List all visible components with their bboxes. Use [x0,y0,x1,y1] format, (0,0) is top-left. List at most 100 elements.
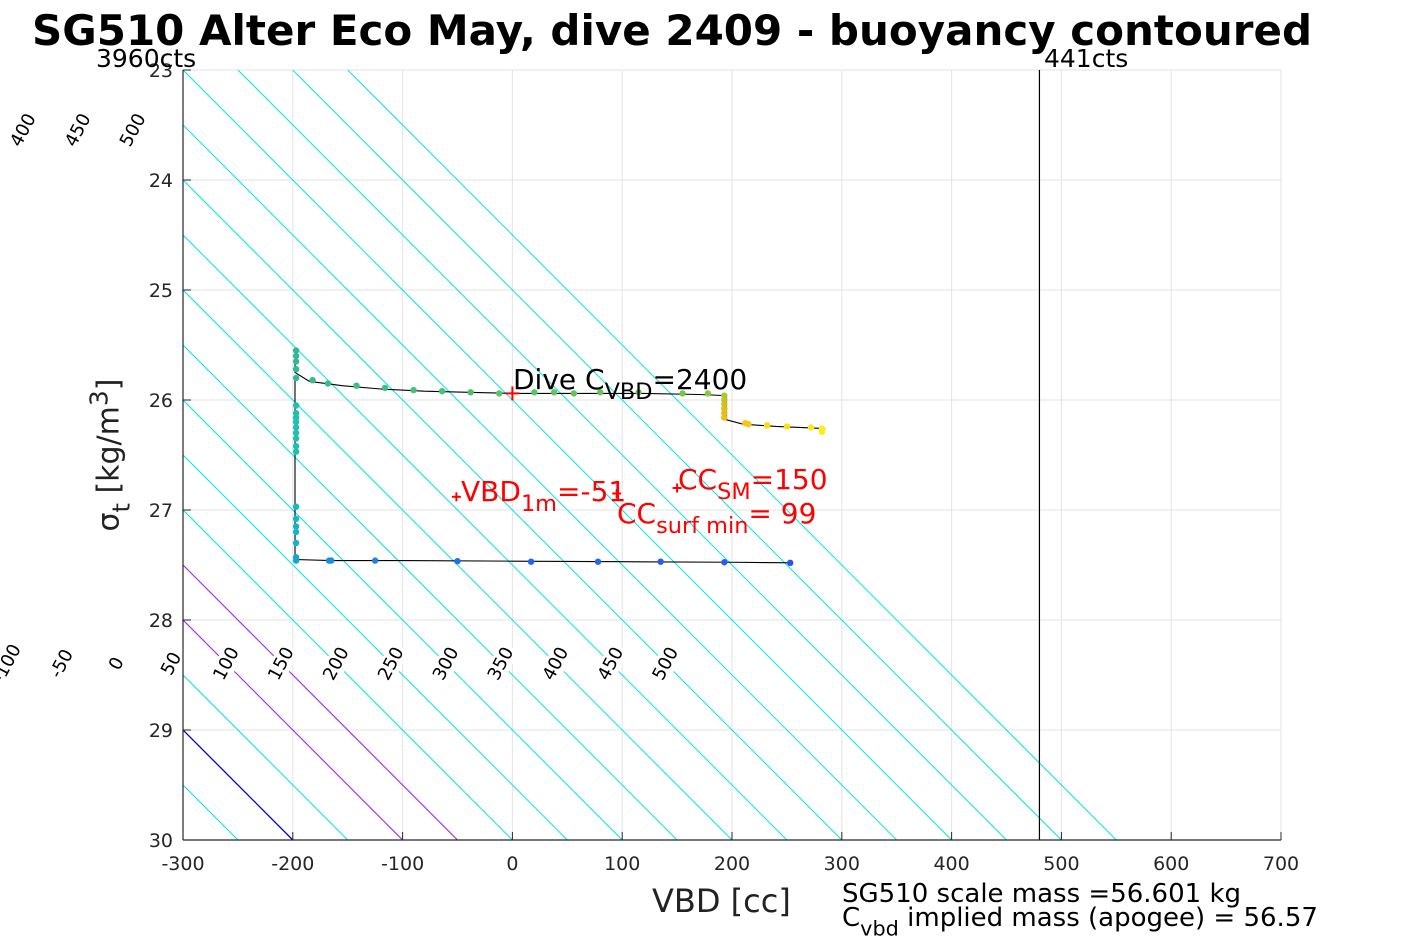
cc-sm-label: CCSM=150 [678,463,828,506]
red-marker [451,492,461,502]
data-point [292,352,300,360]
x-tick-label: 300 [824,853,860,875]
contour-line [347,70,1117,840]
data-point [292,557,300,564]
data-point [721,414,728,421]
chart-axes: -300 -200 -100 0 100 200 300 400 500 600 700 23 24 25… [149,60,1299,875]
red-marker [672,483,682,493]
header-left-counts: 3960cts [96,44,197,73]
data-point [818,428,826,436]
data-point [292,410,300,417]
contour-label-bg [208,641,245,686]
contour-line [183,564,458,840]
data-point [324,380,332,387]
contour-line [183,344,678,840]
contour-label-bg [5,108,42,153]
data-point [745,421,752,428]
contour-label-bg [44,644,79,684]
data-point [292,358,300,365]
x-tick-label: -300 [161,853,204,875]
data-point [292,347,300,354]
contour-label-bg [114,108,152,153]
data-point [531,389,538,396]
contour-line [183,674,349,840]
x-tick-label: -200 [271,853,314,875]
data-point [292,418,300,426]
contour-label-bg [59,108,97,153]
data-point [763,422,771,429]
data-point [704,390,712,397]
data-point [371,557,379,564]
red-marker [612,489,622,498]
contour-line [183,234,788,840]
data-point [807,424,815,431]
x-tick-label: 100 [604,853,640,875]
data-point [635,389,642,396]
contour-line [0,70,18,840]
x-tick-label: -100 [381,853,424,875]
dive-cvbd-label: Dive CVBD=2400 [513,363,748,406]
y-tick-label: 27 [149,500,173,522]
contour-line [183,70,952,840]
data-point [594,558,602,565]
scale-mass-note: SG510 scale mass =56.601 kg [842,879,1242,909]
contour-label-bg [263,641,300,686]
data-point [309,377,316,384]
data-point [721,405,728,412]
data-point [496,390,503,397]
data-point [292,523,300,530]
data-point [292,448,300,455]
data-point [292,414,300,421]
y-tick-label: 25 [149,280,173,302]
buoyancy-contours [0,70,1117,840]
y-tick-label: 24 [149,170,173,192]
data-point [292,402,300,409]
data-point [597,389,604,396]
x-axis-label: VBD [cc] [652,882,791,920]
contour-label-bg [372,641,410,686]
data-point [721,392,728,399]
data-point [721,396,728,404]
data-point [292,429,300,437]
header-right-counts: 441cts [1044,44,1129,73]
data-point [438,388,446,395]
data-point [292,528,300,536]
implied-mass-note: Cvbd implied mass (apogee) = 56.57 [842,903,1318,941]
y-tick-label: 30 [149,830,173,852]
y-tick-label: 29 [149,720,173,742]
contour-line [183,619,403,840]
data-point [721,401,728,408]
data-point [550,389,558,396]
data-point [679,390,686,397]
x-tick-label: 400 [933,853,969,875]
data-point [292,443,300,450]
cc-surf-min-label: CCsurf min= 99 [617,497,817,540]
data-point [292,424,300,431]
contour-line [0,70,18,840]
data-point [292,515,300,522]
x-tick-label: 0 [506,853,518,875]
y-axis-label: σt [kg/m3] [84,378,136,532]
y-tick-label: 23 [149,60,173,82]
data-point [721,410,728,417]
data-point [721,559,728,566]
x-tick-label: 500 [1043,853,1079,875]
data-point [381,384,389,392]
contour-line [183,509,513,840]
contour-label-bg [318,641,355,686]
contour-label-bg [592,641,630,686]
contour-line [183,124,898,840]
data-point [527,558,535,565]
contour-line [183,289,733,840]
red-marker [505,386,520,401]
data-point [570,390,578,397]
data-point [353,382,360,389]
contour-label-bg [0,639,27,689]
contour-line [183,729,294,840]
x-tick-label: 700 [1263,853,1299,875]
y-tick-label: 26 [149,390,173,412]
data-point [328,557,335,564]
contour-label-bg [647,641,684,686]
data-point [786,559,794,566]
